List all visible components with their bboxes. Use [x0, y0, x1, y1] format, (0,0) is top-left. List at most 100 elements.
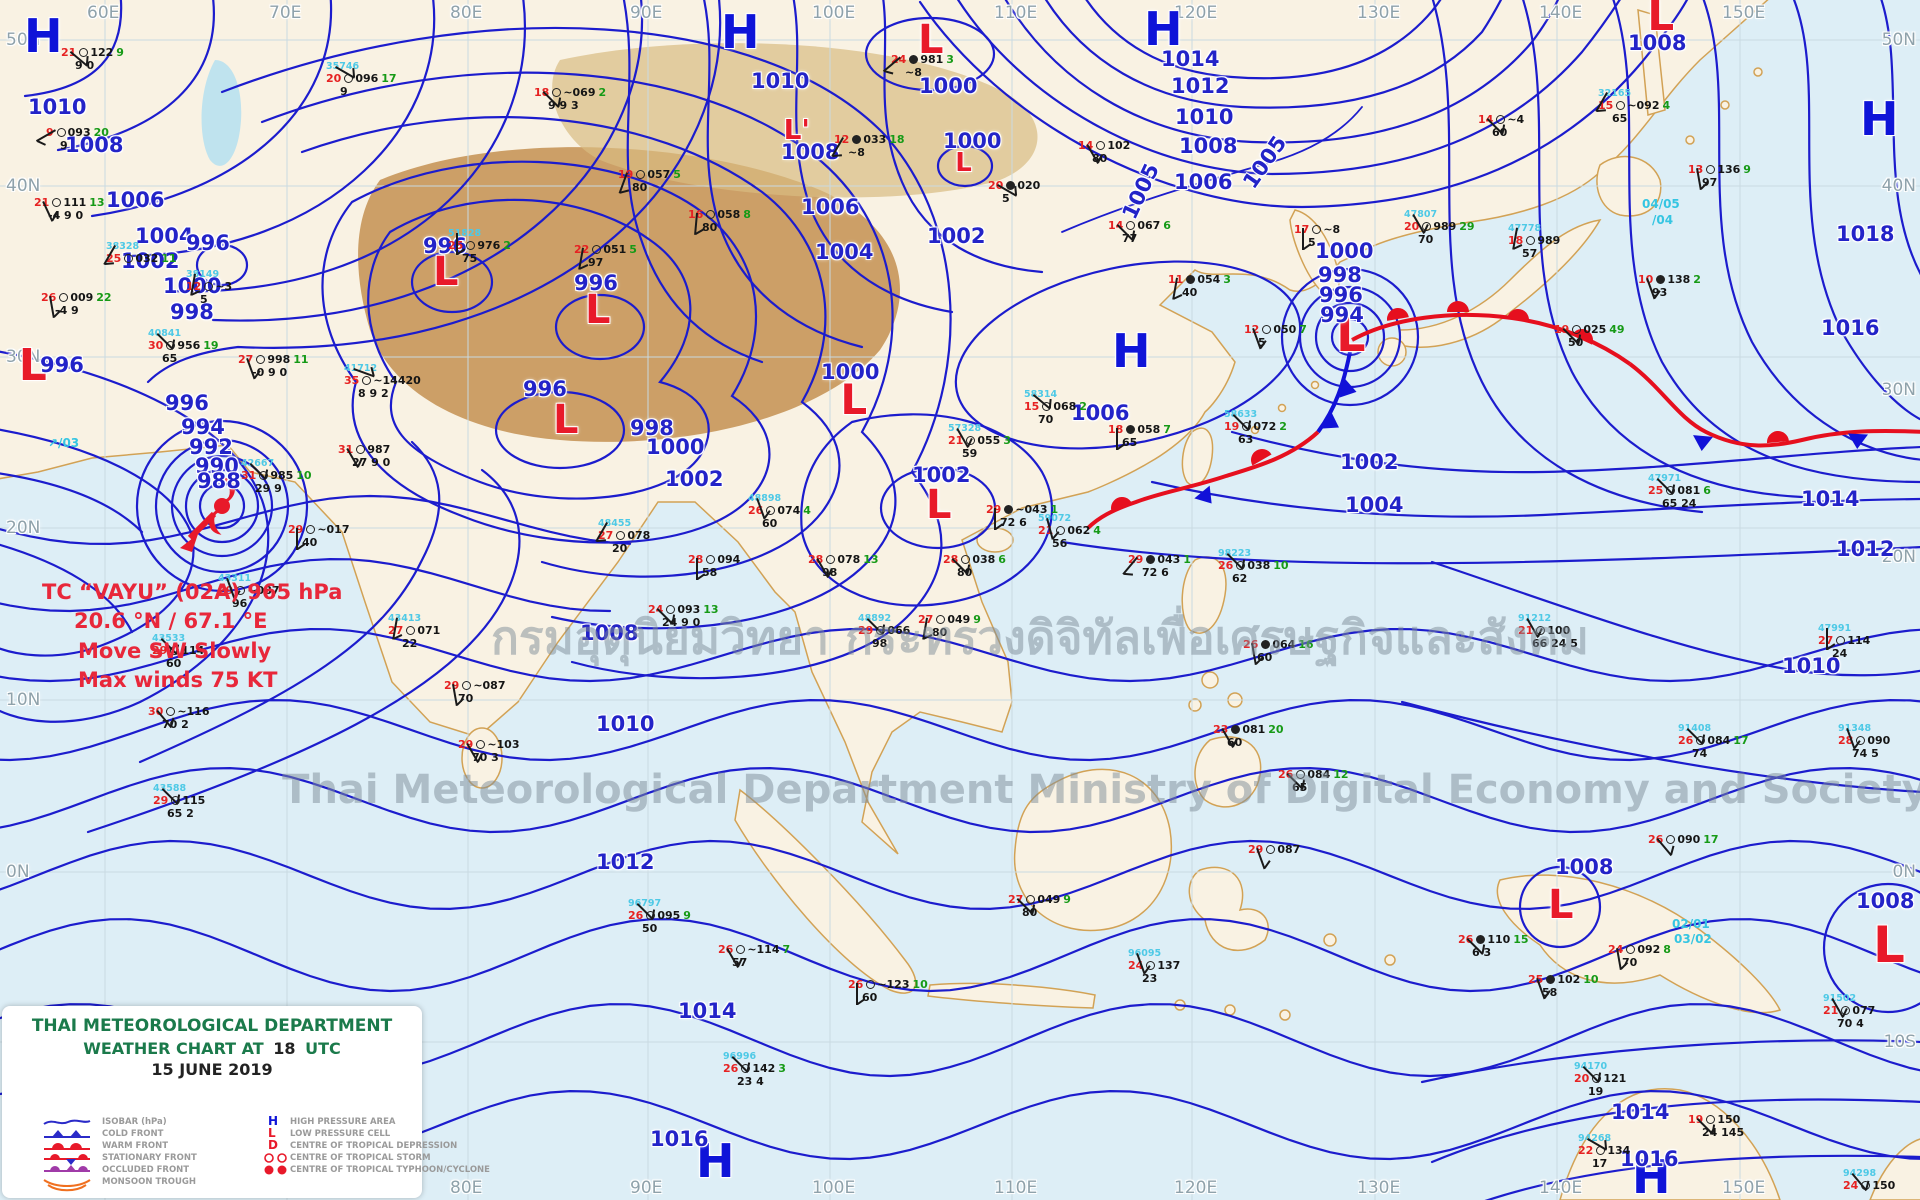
station-pressure: 067: [1137, 219, 1161, 232]
station-pressure: ~103: [487, 738, 520, 751]
station-temperature: 26: [1218, 558, 1234, 572]
station-extra-value: 9 0: [75, 58, 95, 72]
legend-label: COLD FRONT: [102, 1129, 164, 1139]
high-pressure-center: H: [696, 1134, 735, 1188]
station-extra-value: 98: [822, 565, 838, 579]
longitude-label: 80E: [450, 3, 483, 23]
station-circle-icon: [1596, 1145, 1606, 1155]
tibetan-plateau: [358, 147, 900, 442]
station-pressure: ~069: [563, 86, 596, 99]
longitude-label: 100E: [812, 1178, 856, 1198]
station-dewpoint: 7: [1299, 323, 1307, 336]
station-circle-icon: [59, 293, 69, 302]
warm-front-icon: [44, 1143, 90, 1150]
station-id: 96797: [628, 898, 662, 909]
latitude-label: 10S: [1883, 1032, 1916, 1052]
station-temperature: 19: [1224, 419, 1240, 433]
tc-annotation-line: Move SW Slowly: [78, 638, 272, 663]
station-dewpoint: 8: [1663, 943, 1671, 956]
station-extra-value: 22: [402, 636, 418, 650]
station-temperature: 25: [1648, 483, 1664, 497]
station-id: 91502: [1823, 993, 1857, 1004]
isobar-value-label: 1002: [1340, 450, 1399, 474]
station-extra-value: 24: [1832, 646, 1848, 660]
station-temperature: 27: [598, 528, 614, 542]
isobar-value-label: 996: [186, 231, 230, 255]
station-dewpoint: 6: [1703, 483, 1711, 497]
station-extra-value: 60: [1227, 735, 1243, 749]
station-id: 94298: [1843, 1168, 1877, 1179]
station-pressure: 072: [1253, 419, 1277, 433]
cold-front-symbols: [1194, 378, 1868, 504]
isobar-value-label: 990: [195, 454, 239, 478]
isobar-value-label: 1000: [646, 435, 705, 459]
station-pressure: 038: [972, 553, 996, 566]
station-temperature: 26: [1678, 733, 1694, 747]
station-extra-value: 80: [957, 565, 973, 579]
longitude-label: 150E: [1722, 3, 1766, 23]
station-plot: 18 ~069 2 9 9 3: [534, 86, 606, 112]
tc-annotation-line: Max winds 75 KT: [78, 668, 278, 693]
legend-label: STATIONARY FRONT: [102, 1153, 197, 1163]
low-pressure-center: L: [18, 339, 47, 391]
station-pressure: 114: [1847, 633, 1871, 647]
latitude-label: 40N: [6, 176, 41, 196]
station-extra-value: 8 9 2: [358, 386, 389, 400]
cyclone-reference-note: 03/02: [1674, 932, 1712, 946]
station-extra-value: 66 24 5: [1532, 636, 1578, 650]
station-dewpoint: 17: [381, 71, 397, 85]
isobar-value-label: 994: [181, 415, 225, 439]
station-plot: 32165 15 ~092 4 65: [1595, 88, 1670, 125]
station-plot: 47807 20 989 29 70: [1404, 209, 1475, 246]
station-plot: 14 ~4 60: [1478, 113, 1524, 139]
isobar-value-label: 1000: [163, 274, 222, 298]
longitude-label: 130E: [1357, 3, 1401, 23]
station-extra-value: 57: [732, 955, 748, 969]
station-plot: 47991 27 114 24: [1818, 623, 1871, 660]
station-plot: 41712 35 ~14420 8 9 2: [344, 363, 421, 400]
station-pressure: 989: [1537, 233, 1561, 247]
station-pressure: 150: [1717, 1113, 1741, 1126]
station-pressure: 068: [1053, 399, 1077, 413]
station-pressure: 078: [627, 528, 651, 542]
high-pressure-center: H: [1632, 1150, 1671, 1200]
station-pressure: 071: [417, 623, 441, 637]
isobar-value-label: 1004: [815, 240, 874, 264]
station-temperature: 16: [688, 208, 704, 221]
station-plot: 26 ~114 7 57: [718, 943, 790, 969]
station-dewpoint: 3: [778, 1061, 786, 1075]
station-circle-icon: [1126, 425, 1136, 434]
station-extra-value: 63: [1238, 432, 1254, 446]
station-extra-value: 59: [962, 446, 978, 460]
isobar-value-label: 1014: [1801, 487, 1860, 511]
station-extra-value: 70: [1622, 955, 1638, 969]
station-dewpoint: 12: [1333, 768, 1349, 781]
low-pressure-center: L: [1873, 915, 1905, 974]
station-pressure: 987: [367, 443, 391, 456]
station-pressure: 049: [947, 613, 971, 626]
station-pressure: 074: [777, 503, 801, 517]
station-temperature: 19: [618, 168, 634, 181]
station-id: 94170: [1574, 1061, 1608, 1072]
station-circle-icon: [52, 198, 62, 207]
station-id: 91348: [1838, 723, 1872, 734]
longitude-label: 120E: [1174, 3, 1218, 23]
station-circle-icon: [171, 795, 181, 805]
station-pressure: ~043: [1015, 503, 1048, 516]
isobar-value-label: 996: [165, 391, 209, 415]
station-extra-value: 80: [932, 625, 948, 639]
station-temperature: 12: [186, 279, 202, 293]
station-dewpoint: 9: [1743, 163, 1751, 176]
station-pressure: 100: [1547, 623, 1571, 637]
high-pressure-center: H: [1860, 92, 1899, 146]
wind-barb-icon: [696, 558, 706, 580]
station-plot: 12 033 18 ~8: [831, 133, 905, 159]
hainan-island: [976, 527, 1014, 553]
station-dewpoint: 10: [912, 978, 928, 991]
station-extra-value: 58: [702, 565, 718, 579]
station-plot: 24 092 8 70: [1608, 943, 1671, 971]
station-plot: 51828 25 976 2 75: [448, 228, 511, 265]
station-circle-icon: [666, 605, 676, 614]
station-circle-icon: [1026, 895, 1036, 904]
station-pressure: ~8: [1323, 223, 1341, 236]
